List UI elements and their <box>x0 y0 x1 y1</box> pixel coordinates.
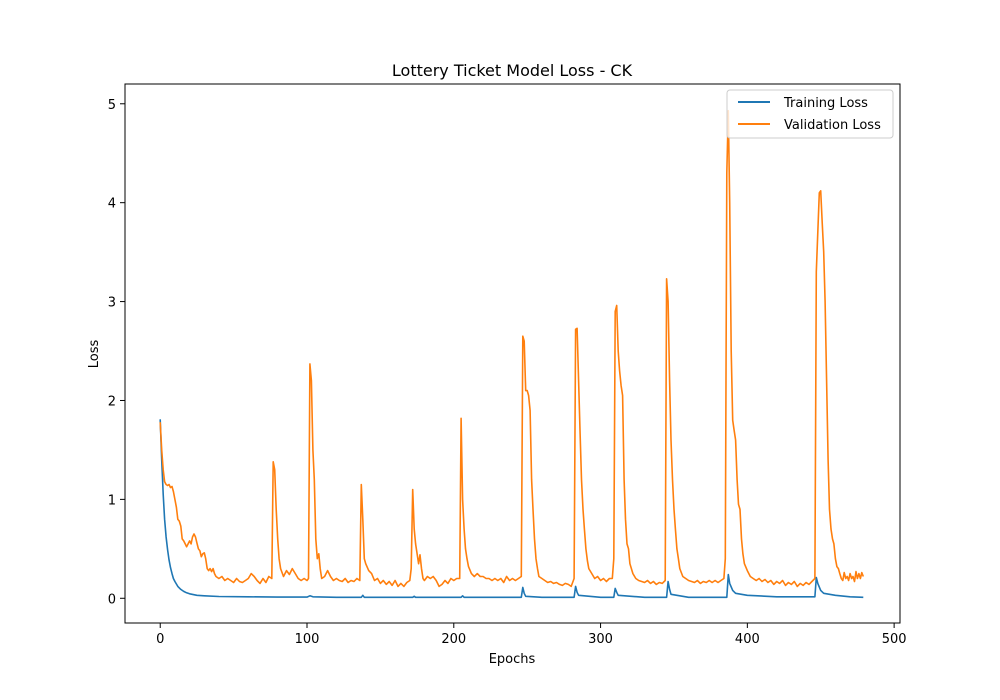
x-axis: 0 100 200 300 400 500 <box>156 623 907 647</box>
y-tick-label: 0 <box>108 592 116 607</box>
x-tick-label: 100 <box>295 632 320 647</box>
y-axis-label: Loss <box>87 340 102 369</box>
chart-title: Lottery Ticket Model Loss - CK <box>392 61 633 80</box>
series-line-training-loss <box>159 419 864 599</box>
y-tick-label: 3 <box>108 296 116 311</box>
legend: Training Loss Validation Loss <box>726 89 894 139</box>
x-axis-label: Epochs <box>489 652 536 667</box>
y-tick-label: 2 <box>108 394 116 409</box>
x-tick-label: 400 <box>735 632 760 647</box>
legend-label-training-loss: Training Loss <box>783 96 868 111</box>
plot-frame <box>124 83 901 624</box>
x-tick-label: 500 <box>882 632 907 647</box>
x-tick-label: 200 <box>441 632 466 647</box>
x-tick-label: 300 <box>588 632 613 647</box>
y-axis: 0 1 2 3 4 5 <box>108 98 125 607</box>
y-tick-label: 4 <box>108 197 116 212</box>
series-layer <box>159 109 865 599</box>
x-tick-label: 0 <box>156 632 164 647</box>
plot-area <box>125 84 900 623</box>
y-tick-label: 1 <box>108 493 116 508</box>
y-tick-label: 5 <box>108 98 116 113</box>
series-line-validation-loss <box>159 109 865 588</box>
legend-label-validation-loss: Validation Loss <box>784 118 881 133</box>
